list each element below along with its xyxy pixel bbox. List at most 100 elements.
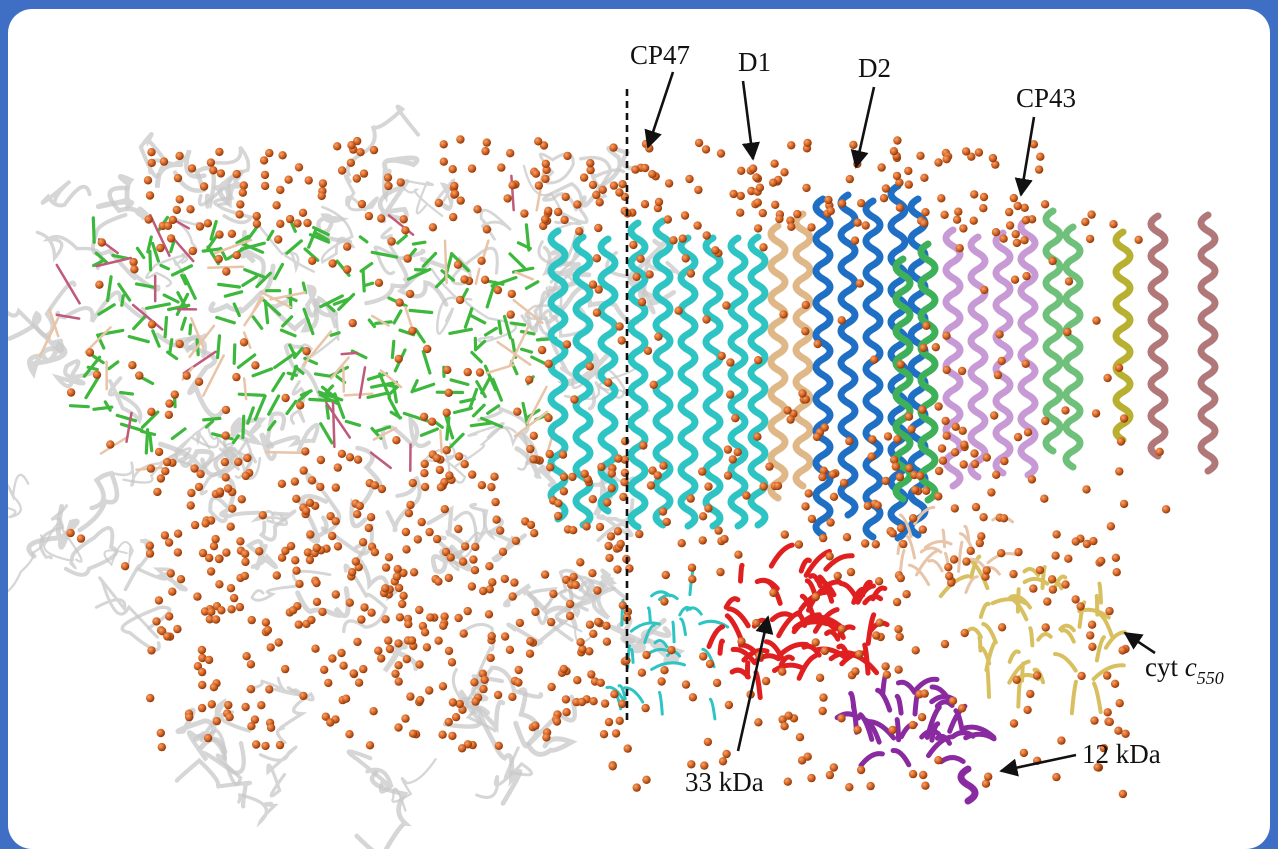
water-sphere	[867, 452, 875, 460]
water-sphere	[546, 463, 554, 471]
water-sphere	[1106, 718, 1114, 726]
water-sphere	[725, 701, 733, 709]
extrinsic-33kda-strand	[720, 641, 723, 653]
water-sphere	[597, 463, 605, 471]
water-sphere	[935, 467, 943, 475]
water-sphere	[1156, 448, 1164, 456]
label-33kda: 33 kDa	[685, 767, 764, 797]
water-sphere	[233, 251, 241, 259]
chlorophyll-stick	[365, 283, 373, 285]
water-sphere	[826, 771, 834, 779]
water-sphere	[1011, 276, 1019, 284]
chlorophyll-stick	[253, 369, 272, 376]
chlorophyll-stick	[416, 270, 426, 271]
water-sphere	[356, 148, 364, 156]
water-sphere	[1009, 570, 1017, 578]
water-sphere	[195, 378, 203, 386]
water-sphere	[821, 647, 829, 655]
water-sphere	[416, 696, 424, 704]
water-sphere	[456, 700, 464, 708]
water-sphere	[397, 178, 405, 186]
chlorophyll-stick	[150, 251, 151, 270]
cp47-loop	[681, 619, 686, 635]
water-sphere	[526, 650, 534, 658]
water-sphere	[644, 347, 652, 355]
water-sphere	[704, 738, 712, 746]
water-sphere	[618, 336, 626, 344]
water-sphere	[160, 157, 168, 165]
water-sphere	[665, 179, 673, 187]
water-sphere	[436, 466, 444, 474]
water-sphere	[240, 181, 248, 189]
water-sphere	[702, 145, 710, 153]
water-sphere	[849, 141, 857, 149]
water-sphere	[819, 693, 827, 701]
chlorophyll-stick	[414, 384, 433, 391]
water-sphere	[198, 681, 206, 689]
water-sphere	[468, 470, 476, 478]
water-sphere	[779, 310, 787, 318]
water-sphere	[241, 572, 249, 580]
water-sphere	[786, 415, 794, 423]
cyt-c550-strand	[1062, 630, 1074, 641]
water-sphere	[546, 450, 554, 458]
water-sphere	[448, 732, 456, 740]
water-sphere	[980, 286, 988, 294]
water-sphere	[301, 447, 309, 455]
water-sphere	[281, 665, 289, 673]
water-sphere	[562, 193, 570, 201]
water-sphere	[706, 660, 714, 668]
water-sphere	[165, 538, 173, 546]
water-sphere	[1048, 575, 1056, 583]
water-sphere	[711, 246, 719, 254]
water-sphere	[228, 505, 236, 513]
water-sphere	[196, 470, 204, 478]
water-sphere	[241, 703, 249, 711]
d2-helix	[816, 199, 830, 535]
water-sphere	[312, 579, 320, 587]
water-sphere	[438, 731, 446, 739]
water-sphere	[983, 453, 991, 461]
water-sphere	[635, 530, 643, 538]
water-sphere	[918, 406, 926, 414]
water-sphere	[384, 182, 392, 190]
water-sphere	[247, 685, 255, 693]
water-sphere	[569, 573, 577, 581]
water-sphere	[734, 551, 742, 559]
water-sphere	[596, 198, 604, 206]
water-sphere	[578, 698, 586, 706]
water-sphere	[554, 512, 562, 520]
water-sphere	[642, 776, 650, 784]
water-sphere	[897, 524, 905, 532]
water-sphere	[824, 196, 832, 204]
water-sphere	[737, 192, 745, 200]
water-sphere	[243, 454, 251, 462]
water-sphere	[1042, 623, 1050, 631]
water-sphere	[366, 741, 374, 749]
water-sphere	[752, 619, 760, 627]
water-sphere	[171, 390, 179, 398]
water-sphere	[916, 152, 924, 160]
water-sphere	[589, 495, 597, 503]
water-sphere	[520, 209, 528, 217]
label-cp43: CP43	[1016, 83, 1076, 113]
water-sphere	[318, 192, 326, 200]
water-sphere	[257, 701, 265, 709]
water-sphere	[560, 487, 568, 495]
water-sphere	[239, 189, 247, 197]
water-sphere	[208, 700, 216, 708]
grey-coil	[278, 688, 314, 743]
water-sphere	[654, 333, 662, 341]
water-sphere	[494, 691, 502, 699]
water-sphere	[857, 199, 865, 207]
water-sphere	[1092, 316, 1100, 324]
water-sphere	[754, 356, 762, 364]
water-sphere	[905, 180, 913, 188]
water-sphere	[650, 381, 658, 389]
lipid-stick	[516, 272, 533, 279]
chlorophyll-stick	[268, 231, 273, 239]
water-sphere	[155, 596, 163, 604]
water-sphere	[1049, 585, 1057, 593]
water-sphere	[660, 666, 668, 674]
water-sphere	[478, 481, 486, 489]
